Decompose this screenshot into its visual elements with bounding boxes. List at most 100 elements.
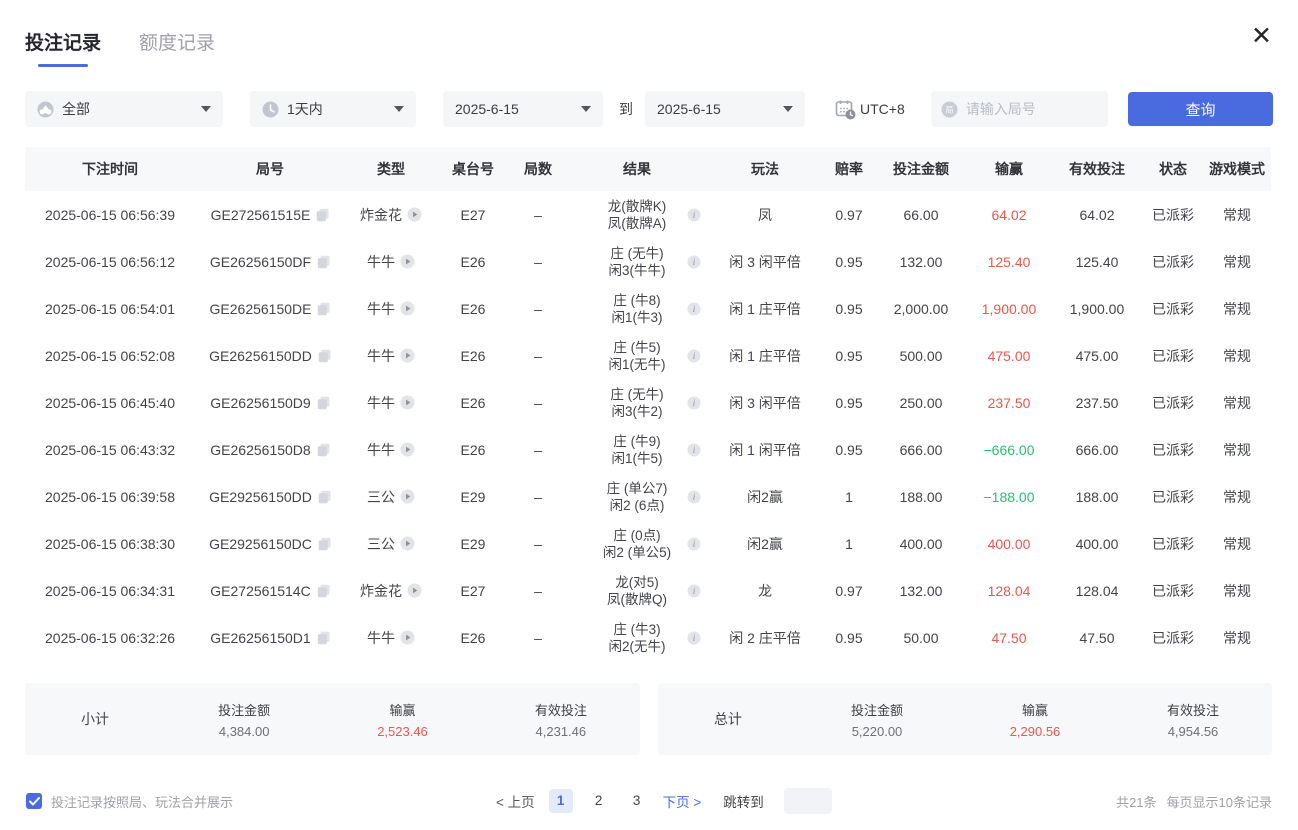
time-range-select[interactable]: 1天内 — [250, 91, 416, 127]
col-header-win-loss: 输赢 — [995, 161, 1023, 177]
play-video-icon[interactable] — [400, 489, 415, 504]
date-to-select[interactable]: 2025-6-15 — [645, 91, 805, 127]
play-video-icon[interactable] — [407, 207, 422, 222]
bet-time: 2025-06-15 06:56:39 — [45, 206, 175, 223]
info-icon[interactable]: i — [687, 349, 701, 363]
result-cell: 龙(散牌K) 凤(散牌A) i — [567, 198, 707, 232]
game-mode: 常规 — [1223, 488, 1251, 505]
total-count: 共21条 — [1116, 794, 1157, 810]
info-icon[interactable]: i — [687, 490, 701, 504]
table-row: 2025-06-15 06:39:58 GE29256150DD 三公 E29 … — [25, 473, 1271, 520]
game-mode: 常规 — [1223, 629, 1251, 646]
valid-bet: 475.00 — [1075, 347, 1119, 364]
win-loss: −666.00 — [983, 441, 1035, 458]
col-header-bet-time: 下注时间 — [82, 161, 138, 177]
copy-icon[interactable] — [317, 302, 330, 316]
play-video-icon[interactable] — [400, 301, 415, 316]
table-no: E29 — [460, 535, 486, 552]
bet-records-table: 下注时间 局号 类型 桌台号 局数 结果 玩法 赔率 投注金额 输赢 有效投注 … — [25, 147, 1271, 661]
game-type: 三公 — [367, 488, 395, 505]
info-icon[interactable]: i — [687, 443, 701, 457]
play-video-icon[interactable] — [400, 395, 415, 410]
play-video-icon[interactable] — [400, 254, 415, 269]
copy-icon[interactable] — [317, 396, 330, 410]
date-from-select[interactable]: 2025-6-15 — [443, 91, 603, 127]
copy-icon[interactable] — [318, 349, 331, 363]
info-icon[interactable]: i — [687, 537, 701, 551]
jump-page-input[interactable] — [783, 788, 832, 814]
copy-icon[interactable] — [318, 490, 331, 504]
timezone-value: UTC+8 — [860, 101, 905, 117]
copy-icon[interactable] — [317, 443, 330, 457]
round-id: GE26256150D9 — [210, 394, 311, 411]
game-type: 牛牛 — [367, 300, 395, 317]
play-video-icon[interactable] — [400, 348, 415, 363]
search-button[interactable]: 查询 — [1128, 92, 1273, 126]
game-type-cell: 三公 — [345, 534, 437, 554]
copy-icon[interactable] — [316, 208, 329, 222]
tab-quota-records-label: 额度记录 — [139, 33, 216, 54]
copy-icon[interactable] — [318, 537, 331, 551]
play-type: 闲2赢 — [747, 488, 783, 505]
valid-bet: 64.02 — [1079, 206, 1115, 223]
check-icon — [28, 796, 40, 805]
play-video-icon[interactable] — [407, 583, 422, 598]
table-no: E29 — [460, 488, 486, 505]
page-button-2[interactable]: 2 — [594, 793, 603, 808]
game-type-cell: 三公 — [345, 487, 437, 507]
valid-bet: 188.00 — [1075, 488, 1119, 505]
round-search-box: 局 — [930, 91, 1108, 127]
round-count: – — [534, 441, 542, 458]
bet-time: 2025-06-15 06:45:40 — [45, 394, 175, 411]
close-icon[interactable]: ✕ — [1251, 22, 1272, 50]
bet-amount: 188.00 — [899, 488, 943, 505]
round-id-cell: GE26256150DE — [195, 301, 345, 317]
play-video-icon[interactable] — [400, 442, 415, 457]
play-type: 闲 3 闲平倍 — [729, 394, 801, 411]
win-loss: 64.02 — [991, 206, 1027, 223]
info-icon[interactable]: i — [687, 255, 701, 269]
result-line-1: 庄 (单公7) — [606, 480, 668, 496]
jump-to-label: 跳转到 — [723, 795, 764, 810]
table-body: 2025-06-15 06:56:39 GE272561515E 炸金花 E27… — [25, 191, 1271, 661]
prev-page-button[interactable]: < 上页 — [496, 795, 535, 810]
category-select[interactable]: 全部 — [25, 91, 223, 127]
result-line-1: 庄 (无牛) — [610, 245, 664, 261]
page-button-3[interactable]: 3 — [632, 793, 641, 808]
info-icon[interactable]: i — [687, 302, 701, 316]
table-no: E26 — [460, 347, 486, 364]
play-type: 凤 — [758, 206, 772, 223]
copy-icon[interactable] — [317, 631, 330, 645]
play-type: 闲2赢 — [747, 535, 783, 552]
copy-icon[interactable] — [317, 584, 330, 598]
game-type: 牛牛 — [367, 253, 395, 270]
info-icon[interactable]: i — [687, 584, 701, 598]
result-cell: 龙(对5) 凤(散牌Q) i — [567, 574, 707, 608]
win-loss: 128.04 — [987, 582, 1031, 599]
col-header-odds: 赔率 — [835, 161, 863, 177]
merge-checkbox[interactable] — [26, 793, 42, 809]
table-no: E27 — [460, 206, 486, 223]
result-line-1: 庄 (牛8) — [613, 292, 661, 308]
table-row: 2025-06-15 06:34:31 GE272561514C 炸金花 E27… — [25, 567, 1271, 614]
round-search-input[interactable] — [965, 101, 1086, 117]
valid-bet: 128.04 — [1075, 582, 1119, 599]
info-icon[interactable]: i — [687, 631, 701, 645]
game-type: 牛牛 — [367, 394, 395, 411]
bet-amount: 500.00 — [899, 347, 943, 364]
odds: 0.95 — [835, 253, 863, 270]
next-page-button[interactable]: 下页 > — [662, 795, 702, 810]
tab-bet-records[interactable]: 投注记录 — [25, 28, 101, 67]
bet-amount: 132.00 — [899, 582, 943, 599]
info-icon[interactable]: i — [687, 396, 701, 410]
page-button-1[interactable]: 1 — [548, 789, 573, 813]
play-video-icon[interactable] — [400, 536, 415, 551]
table-row: 2025-06-15 06:45:40 GE26256150D9 牛牛 E26 … — [25, 379, 1271, 426]
svg-text:i: i — [693, 257, 696, 267]
play-video-icon[interactable] — [400, 630, 415, 645]
copy-icon[interactable] — [317, 255, 330, 269]
info-icon[interactable]: i — [687, 208, 701, 222]
game-type: 三公 — [367, 535, 395, 552]
result-line-1: 庄 (无牛) — [610, 386, 664, 402]
tab-quota-records[interactable]: 额度记录 — [139, 28, 215, 67]
